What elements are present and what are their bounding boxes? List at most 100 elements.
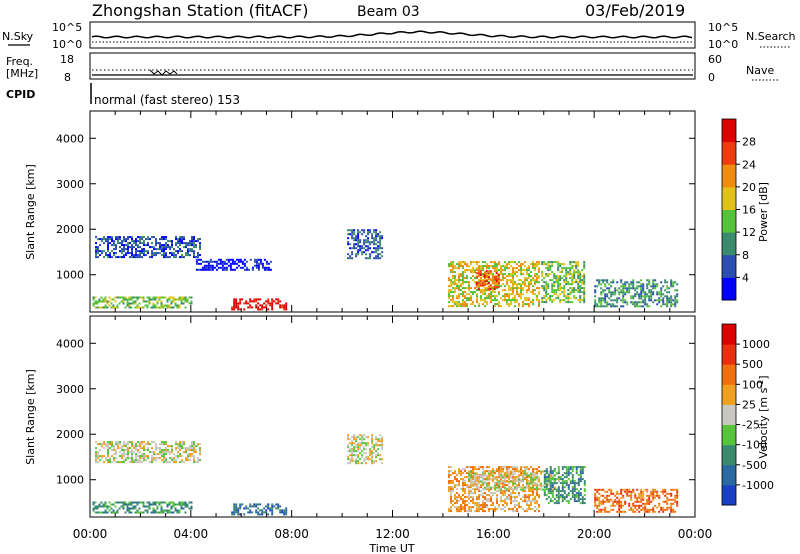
scatter-cell <box>375 249 378 252</box>
scatter-cell <box>569 271 572 274</box>
scatter-cell <box>528 490 530 493</box>
scatter-cell <box>530 482 533 485</box>
scatter-cell <box>547 287 550 290</box>
x-tick-label: 00:00 <box>678 527 713 541</box>
scatter-cell <box>109 459 111 462</box>
scatter-cell <box>161 238 163 241</box>
scatter-cell <box>543 301 546 304</box>
scatter-cell <box>606 494 609 497</box>
scatter-cell <box>482 508 484 511</box>
scatter-cell <box>491 276 494 279</box>
scatter-cell <box>355 235 358 238</box>
scatter-cell <box>583 289 586 292</box>
scatter-cell <box>167 445 169 448</box>
scatter-cell <box>381 444 384 447</box>
scatter-cell <box>549 470 552 473</box>
scatter-cell <box>472 470 474 473</box>
scatter-cell <box>243 262 246 265</box>
scatter-cell <box>520 289 522 292</box>
scatter-cell <box>538 269 540 272</box>
scatter-cell <box>654 488 657 491</box>
scatter-cell <box>579 502 582 505</box>
scatter-cell <box>448 305 450 308</box>
scatter-cell <box>486 301 488 304</box>
scatter-cell <box>205 266 208 269</box>
scatter-cell <box>498 466 500 469</box>
scatter-cell <box>644 488 647 491</box>
scatter-cell <box>538 510 540 513</box>
scatter-cell <box>184 306 187 309</box>
scatter-cell <box>211 266 214 269</box>
scatter-cell <box>514 482 517 485</box>
scatter-cell <box>628 488 631 491</box>
scatter-cell <box>277 300 280 303</box>
scatter-cell <box>279 306 282 309</box>
cpid-text: normal (fast stereo) 153 <box>94 93 240 107</box>
scatter-cell <box>551 299 554 302</box>
scatter-cell <box>153 252 155 255</box>
scatter-cell <box>139 256 141 259</box>
scatter-cell <box>181 242 183 245</box>
scatter-cell <box>488 488 491 491</box>
scatter-cell <box>648 289 651 292</box>
scatter-cell <box>532 468 534 471</box>
scatter-cell <box>148 505 151 508</box>
scatter-cell <box>622 504 625 507</box>
scatter-cell <box>115 443 117 446</box>
scatter-cell <box>142 306 145 309</box>
scatter-cell <box>536 281 538 284</box>
scatter-cell <box>373 251 376 254</box>
scatter-cell <box>545 470 548 473</box>
scatter-cell <box>534 269 536 272</box>
scatter-cell <box>472 480 475 483</box>
scatter-cell <box>184 501 187 504</box>
scatter-cell <box>502 265 504 268</box>
scatter-cell <box>458 267 460 270</box>
scatter-cell <box>508 488 511 491</box>
scatter-cell <box>484 480 487 483</box>
scatter-cell <box>160 501 163 504</box>
scatter-cell <box>458 470 460 473</box>
scatter-cell <box>510 472 512 475</box>
scatter-cell <box>353 446 356 449</box>
scatter-cell <box>504 506 506 509</box>
scatter-cell <box>626 281 629 284</box>
scatter-cell <box>579 299 582 302</box>
scatter-cell <box>571 301 574 304</box>
scatter-cell <box>479 270 482 273</box>
scatter-cell <box>197 240 199 243</box>
scatter-cell <box>504 293 506 296</box>
scatter-cell <box>544 484 547 487</box>
scatter-cell <box>636 281 639 284</box>
scatter-cell <box>458 305 460 308</box>
scatter-cell <box>169 240 171 243</box>
scatter-cell <box>351 251 354 254</box>
scatter-cell <box>487 276 490 279</box>
scatter-cell <box>377 440 380 443</box>
colorbar-tick-label: 1000 <box>742 338 770 351</box>
scatter-cell <box>259 262 262 265</box>
scatter-cell <box>555 494 558 497</box>
scatter-cell <box>555 502 558 505</box>
scatter-cell <box>618 504 621 507</box>
scatter-cell <box>520 291 522 294</box>
scatter-cell <box>486 498 488 501</box>
scatter-cell <box>504 492 506 495</box>
scatter-cell <box>561 498 564 501</box>
scatter-cell <box>478 279 480 282</box>
scatter-cell <box>512 466 514 469</box>
scatter-cell <box>160 507 163 510</box>
scatter-cell <box>271 505 274 508</box>
scatter-cell <box>456 283 458 286</box>
scatter-cell <box>614 500 617 503</box>
scatter-cell <box>518 502 520 505</box>
scatter-cell <box>359 444 362 447</box>
scatter-cell <box>557 289 560 292</box>
scatter-cell <box>490 299 492 302</box>
scatter-cell <box>610 291 613 294</box>
scatter-cell <box>169 461 171 464</box>
scatter-cell <box>500 285 502 288</box>
scatter-cell <box>285 513 288 516</box>
scatter-cell <box>549 472 552 475</box>
scatter-cell <box>526 273 528 276</box>
